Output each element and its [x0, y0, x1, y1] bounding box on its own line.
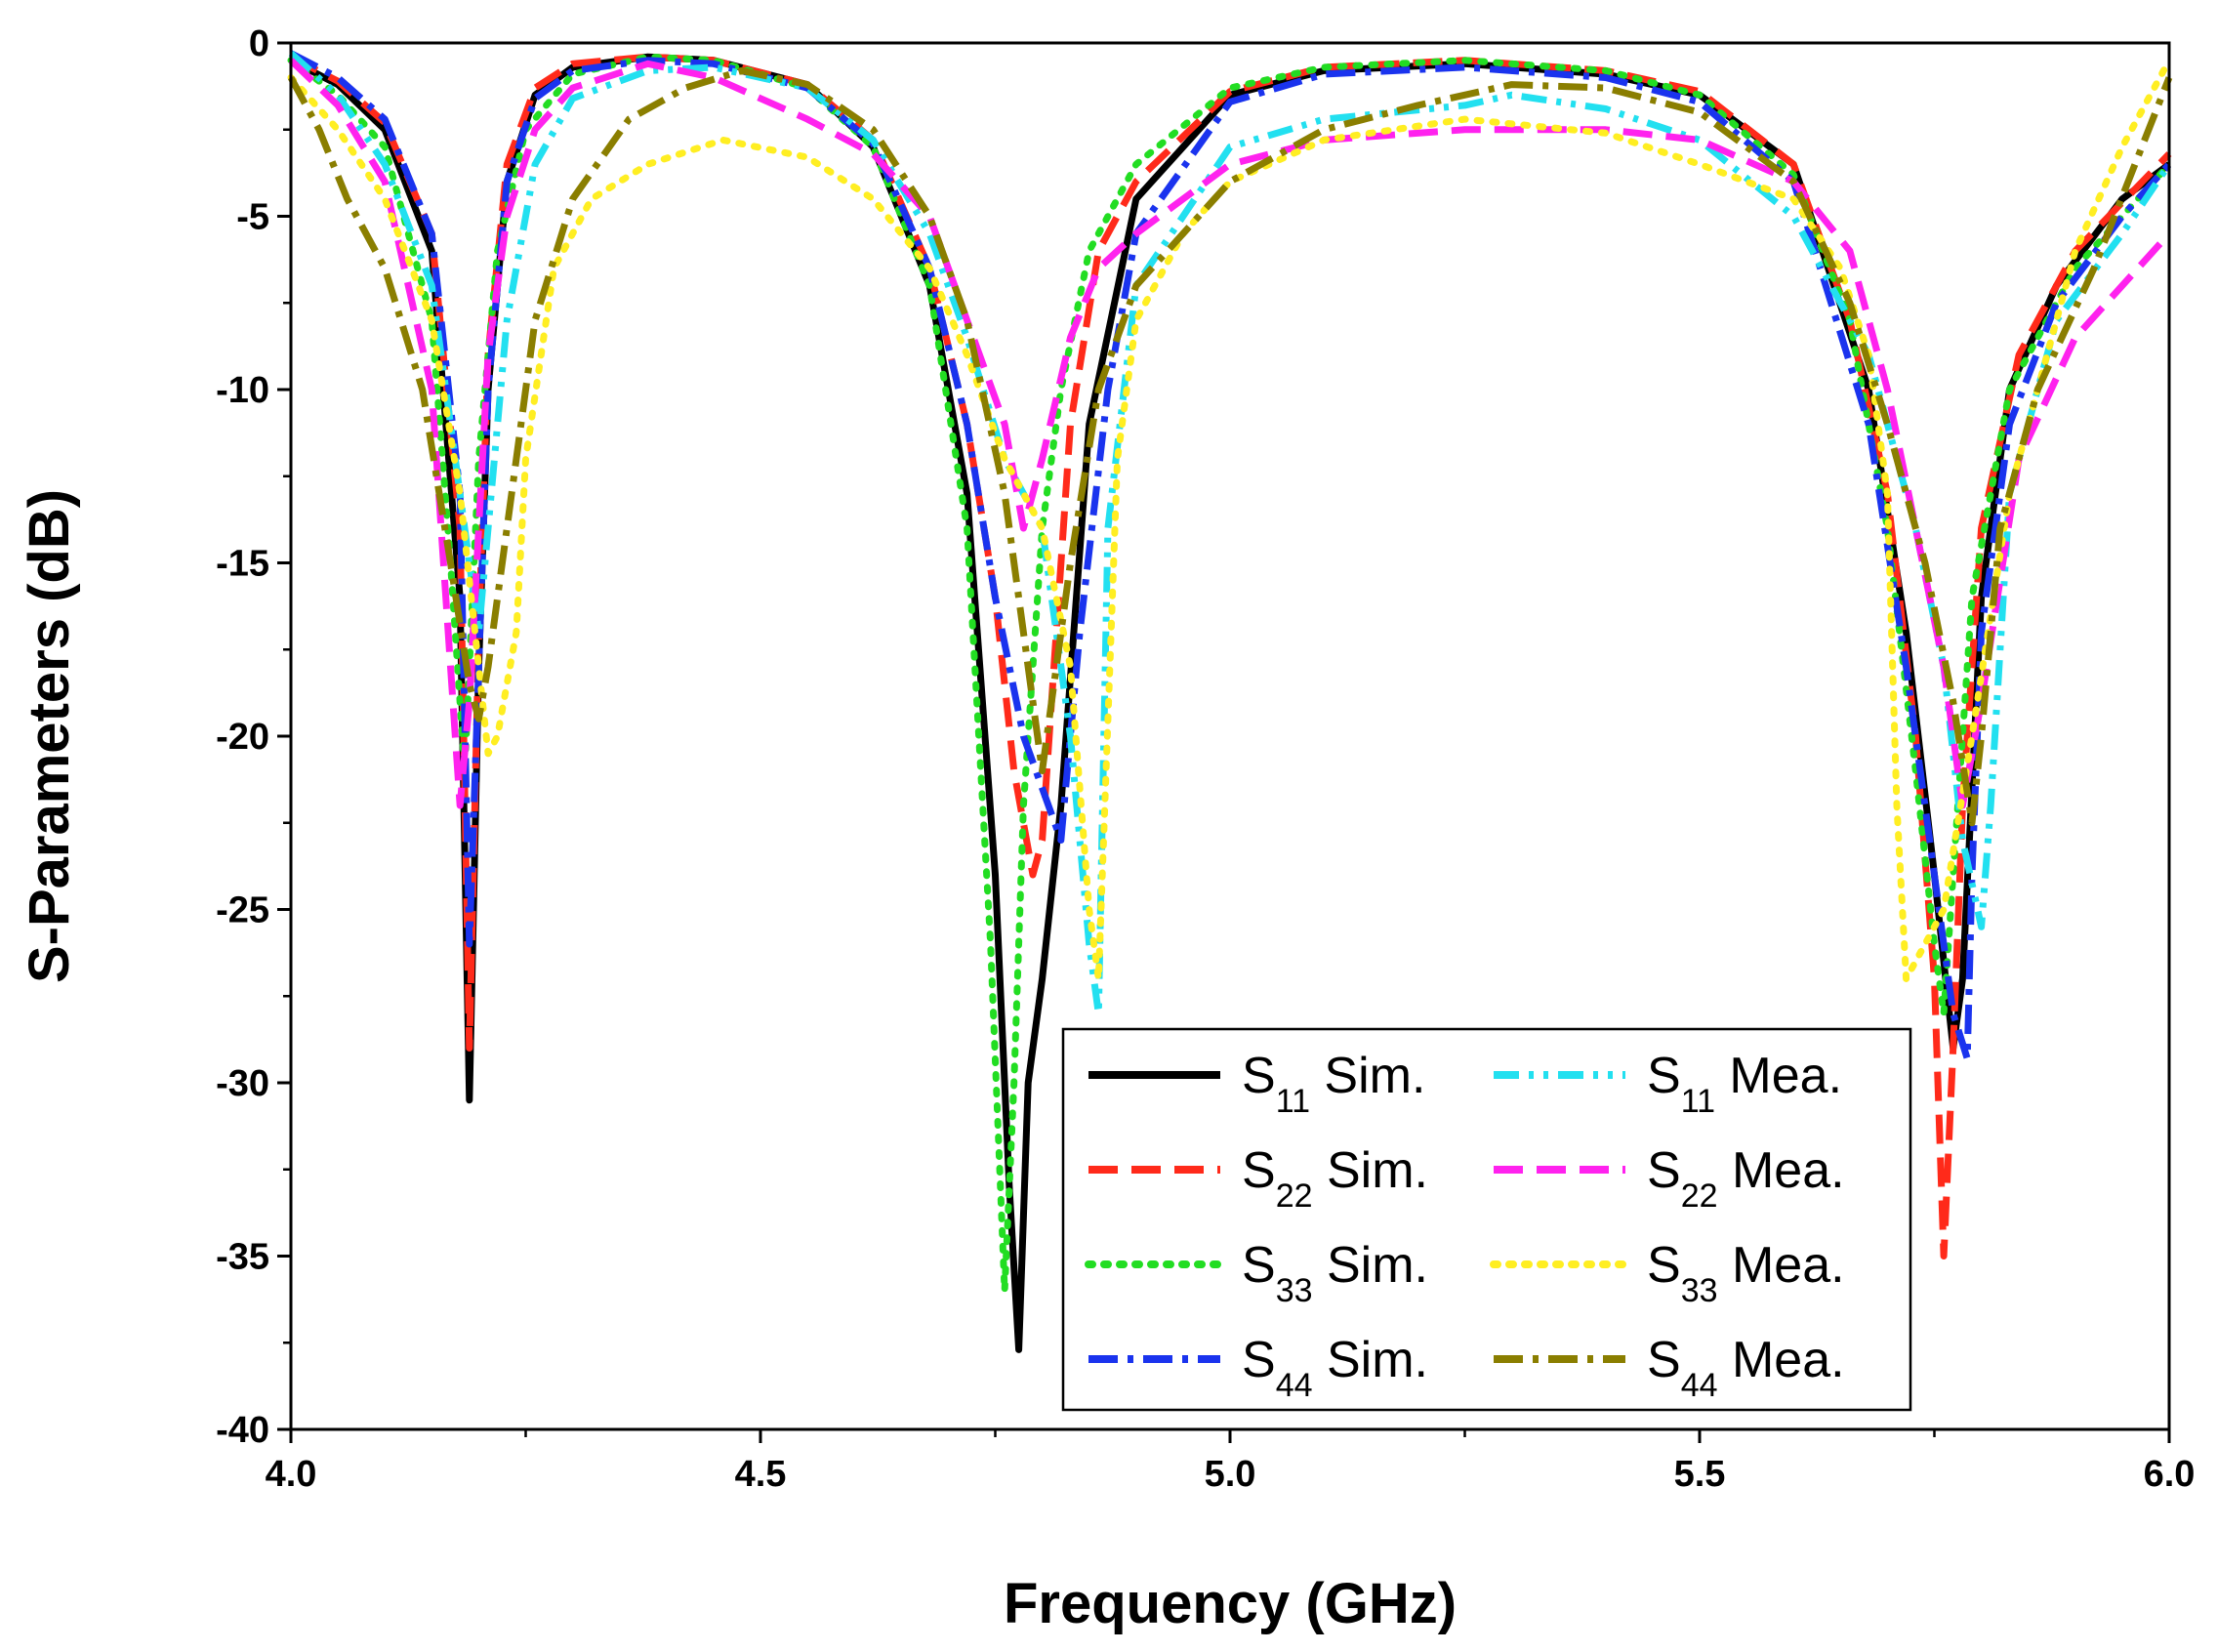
series-line-s44-sim	[289, 50, 2172, 1062]
y-tick-label: -30	[216, 1063, 269, 1104]
legend-label: S44 Mea.	[1647, 1332, 1845, 1404]
series-line-s44-mea	[287, 66, 2173, 827]
y-tick-label: -25	[216, 890, 269, 931]
y-tick-label: -40	[216, 1410, 269, 1451]
y-tick-label: -10	[216, 370, 269, 411]
y-axis-title: S-Parameters (dB)	[18, 489, 81, 983]
plot-frame	[289, 41, 2171, 1431]
legend-box	[1061, 1027, 1912, 1412]
legend-label: S44 Sim.	[1242, 1332, 1428, 1404]
y-tick-label: -35	[216, 1237, 269, 1278]
legend-label: S11 Sim.	[1242, 1048, 1425, 1120]
x-tick-label: 5.0	[1205, 1454, 1256, 1495]
legend-label: S22 Sim.	[1242, 1142, 1428, 1215]
legend-label: S33 Sim.	[1242, 1237, 1428, 1309]
x-tick-label: 6.0	[2144, 1454, 2196, 1495]
x-tick-label: 4.5	[735, 1454, 787, 1495]
series-line-s22-mea	[288, 58, 2172, 809]
series-lines	[287, 50, 2173, 1353]
y-tick-label: -5	[236, 197, 269, 238]
y-tick-label: -20	[216, 717, 269, 758]
legend: S11 Sim. S22 Sim. S33 Sim. S44 Sim. S11 Mea.…	[1061, 1027, 1912, 1412]
x-axis-title: Frequency (GHz)	[1004, 1572, 1457, 1635]
tick-labels: 4.0 4.5 5.0 5.5 6.0 0 -5 -10 -15 -20 -25 -30 -35 -40	[216, 23, 2195, 1495]
x-tick-label: 5.5	[1674, 1454, 1726, 1495]
legend-label: S22 Mea.	[1647, 1142, 1845, 1215]
legend-label: S11 Mea.	[1647, 1048, 1842, 1120]
y-tick-label: -15	[216, 544, 269, 585]
x-tick-label: 4.0	[266, 1454, 317, 1495]
series-line-s33-mea	[287, 57, 2173, 982]
legend-label: S33 Mea.	[1647, 1237, 1845, 1309]
y-tick-label: 0	[249, 23, 269, 64]
